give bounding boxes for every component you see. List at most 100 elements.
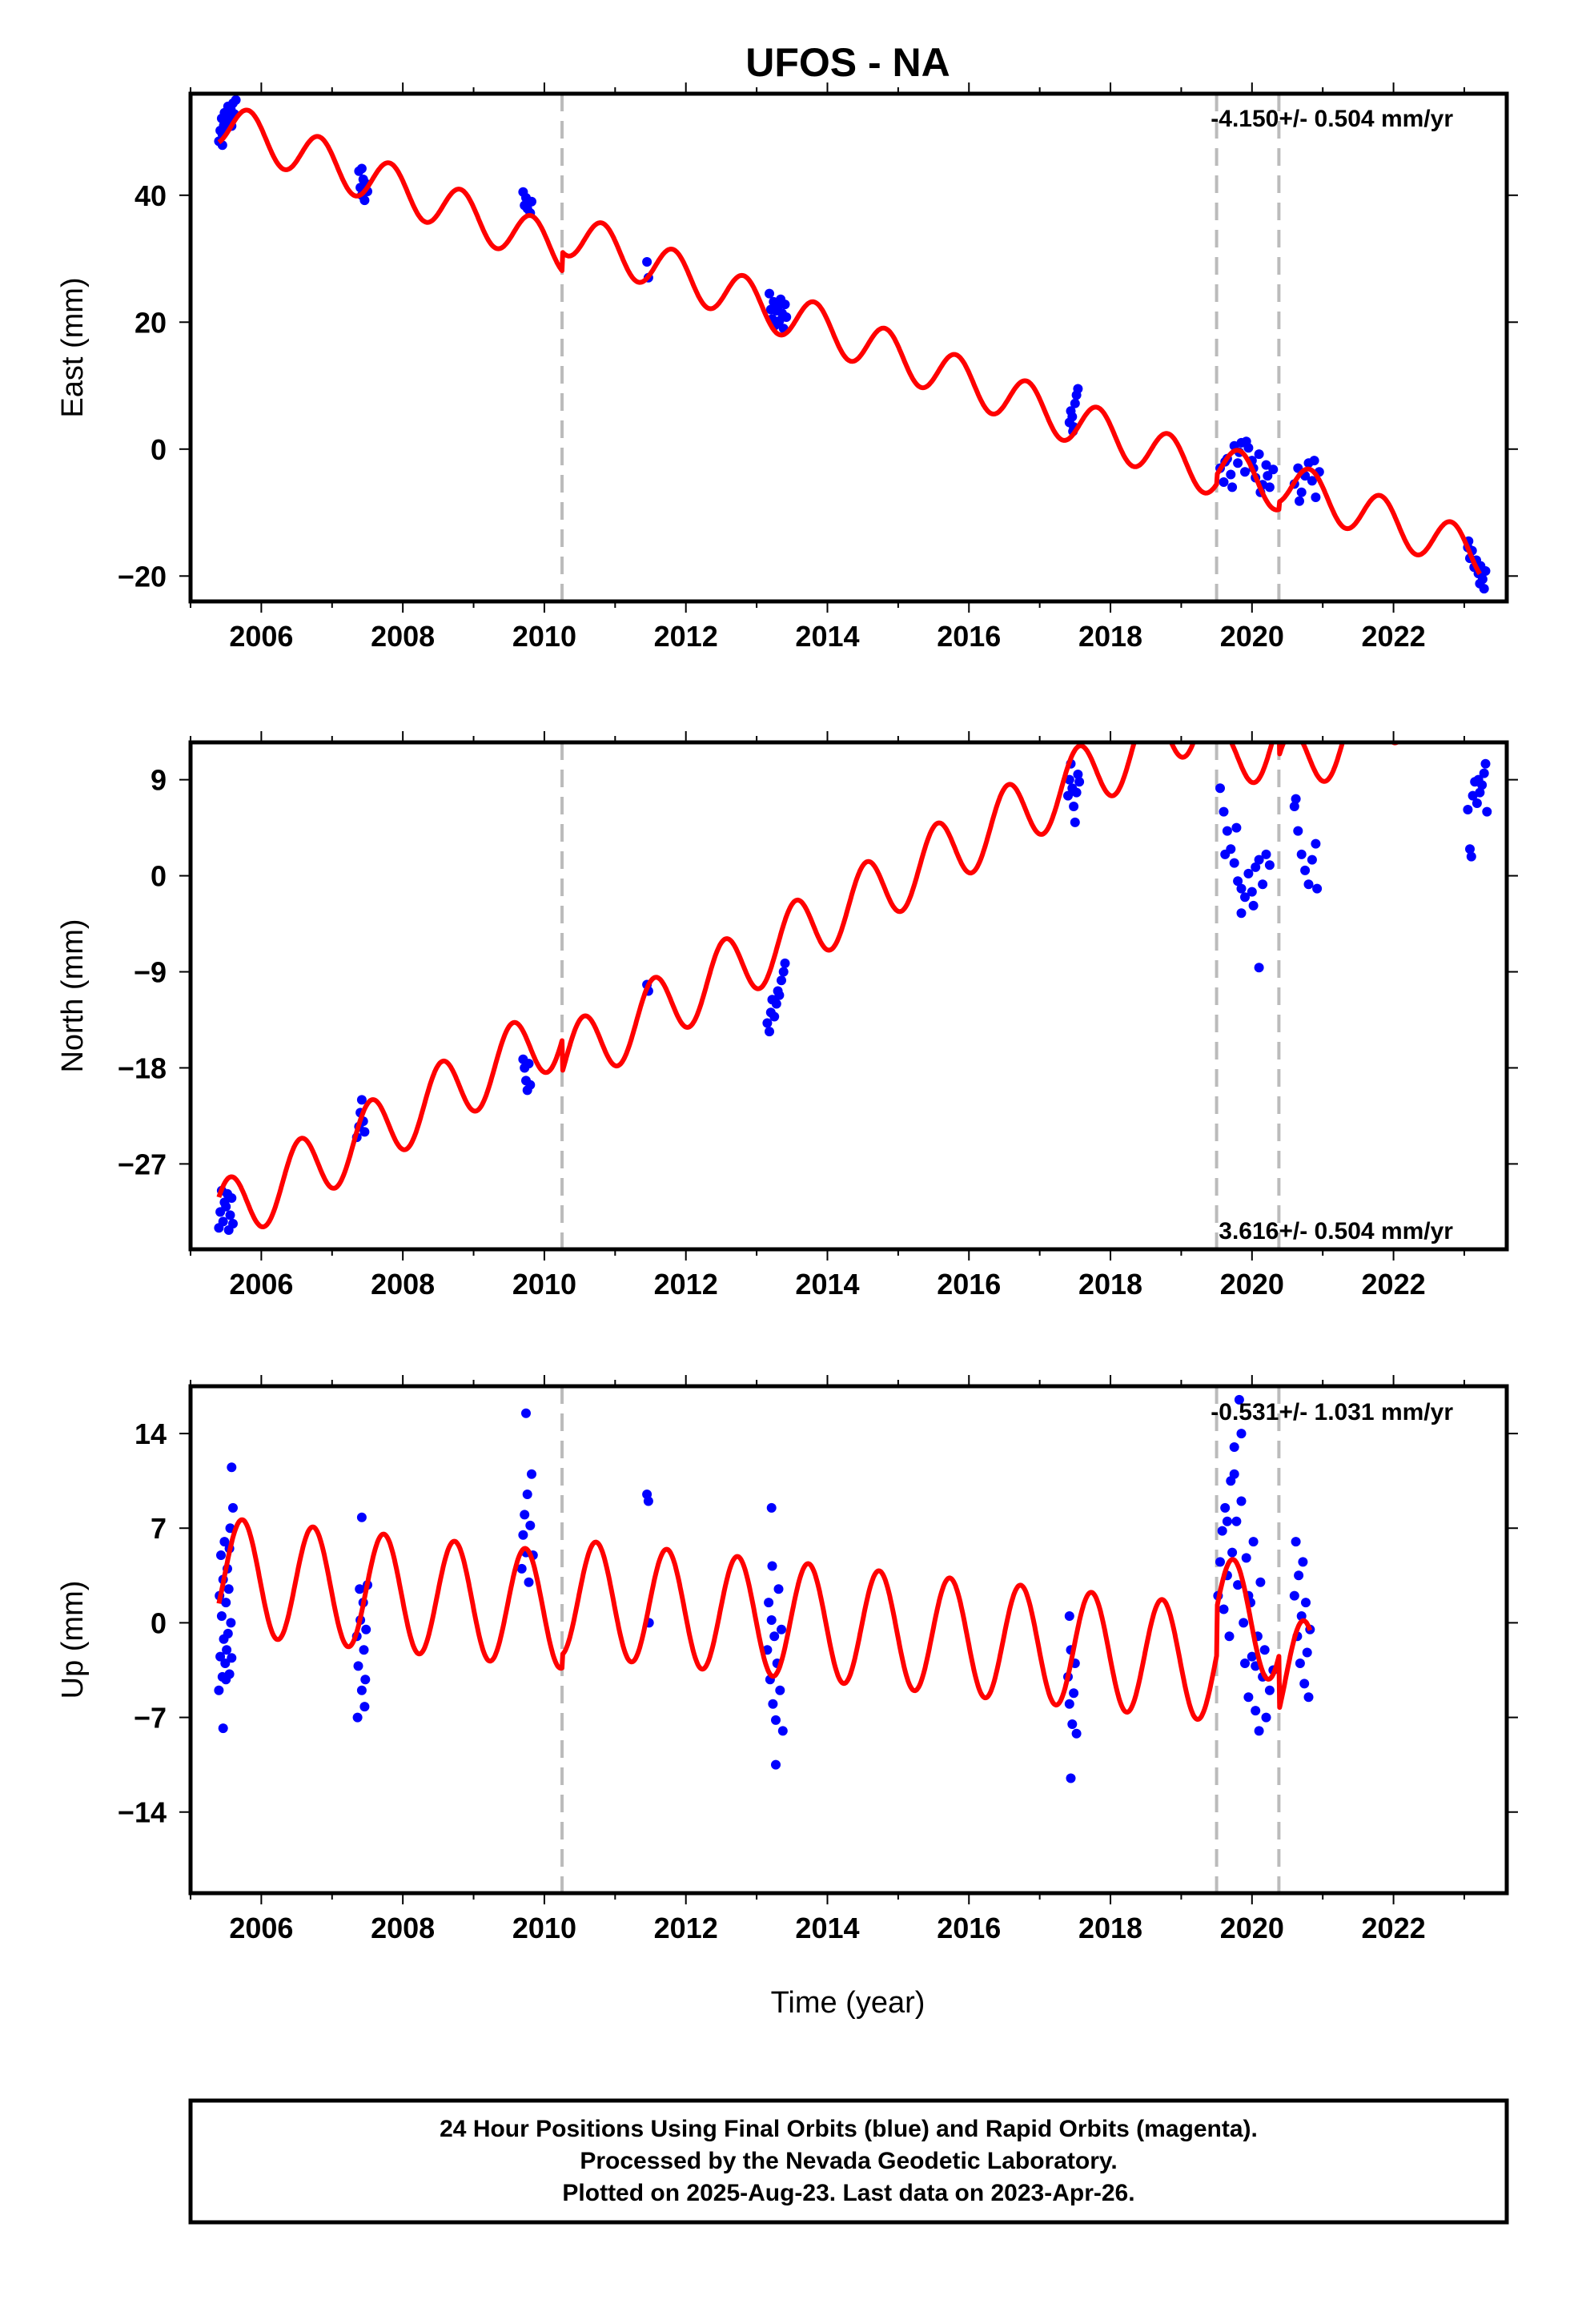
- data-point: [1295, 496, 1304, 506]
- data-point: [223, 1628, 233, 1638]
- data-point: [1255, 1577, 1266, 1587]
- data-point: [1296, 487, 1307, 497]
- x-tick-label: 2018: [1078, 620, 1142, 653]
- x-tick-label: 2012: [654, 1912, 718, 1944]
- data-point: [1307, 854, 1317, 865]
- data-point: [1067, 1719, 1078, 1729]
- data-point: [778, 967, 789, 977]
- data-point: [1248, 900, 1259, 911]
- data-point: [1240, 892, 1250, 903]
- x-tick-label: 2020: [1220, 1268, 1284, 1301]
- data-point: [1261, 849, 1271, 859]
- data-point: [642, 257, 652, 267]
- data-point: [216, 1611, 227, 1621]
- y-tick-label: 7: [151, 1512, 167, 1545]
- data-point: [1248, 1537, 1259, 1547]
- data-point: [226, 1618, 236, 1628]
- data-point: [1240, 1659, 1250, 1668]
- data-point: [1479, 768, 1489, 778]
- x-tick-label: 2018: [1078, 1268, 1142, 1301]
- data-point: [1299, 1679, 1310, 1689]
- data-point: [771, 1715, 781, 1725]
- data-point: [777, 975, 786, 986]
- data-point: [1251, 1706, 1261, 1716]
- data-point: [1073, 770, 1083, 779]
- data-point: [1241, 1553, 1251, 1563]
- y-tick-label: −27: [118, 1148, 167, 1180]
- data-point: [520, 1510, 530, 1520]
- data-point: [1259, 1645, 1270, 1655]
- data-point: [1475, 787, 1485, 798]
- data-point: [516, 1563, 527, 1574]
- data-point: [1215, 783, 1225, 794]
- data-point: [356, 1512, 367, 1522]
- data-point: [1222, 1516, 1232, 1526]
- data-point: [1251, 862, 1261, 872]
- data-point: [220, 1659, 231, 1668]
- x-tick-label: 2010: [512, 1912, 576, 1944]
- data-point: [227, 1193, 237, 1203]
- data-point: [1475, 578, 1485, 589]
- data-point: [1069, 802, 1079, 811]
- data-point: [221, 1201, 231, 1212]
- data-point: [221, 1598, 231, 1608]
- data-point: [1226, 469, 1236, 480]
- data-point: [1264, 860, 1275, 870]
- data-point: [1240, 467, 1250, 477]
- x-tick-label: 2010: [512, 1268, 576, 1301]
- data-point: [228, 1219, 238, 1228]
- data-point: [1296, 849, 1307, 859]
- data-point: [1254, 854, 1264, 865]
- data-point: [214, 1685, 224, 1695]
- x-tick-label: 2008: [371, 1912, 435, 1944]
- panel-east: 2006 2008 2010 2012 2014 2016 2018 2020 2022 40 20…: [56, 82, 1518, 653]
- data-point: [1294, 1570, 1304, 1581]
- data-point: [1233, 458, 1243, 468]
- footer-line-3: Plotted on 2025-Aug-23. Last data on 202…: [562, 2180, 1134, 2206]
- y-tick-label: −20: [118, 560, 167, 593]
- data-point: [1472, 798, 1482, 808]
- data-point: [1071, 1728, 1082, 1739]
- data-point: [1064, 1611, 1074, 1621]
- model-curve: [217, 107, 1482, 576]
- data-point: [525, 1080, 536, 1090]
- data-point: [1268, 464, 1279, 475]
- data-point: [353, 1661, 363, 1671]
- data-point: [1264, 482, 1275, 493]
- panel-frame: [188, 740, 1509, 1252]
- data-point: [1219, 806, 1229, 817]
- data-point: [1219, 1604, 1229, 1614]
- data-point: [1236, 1496, 1247, 1506]
- data-point: [1264, 1685, 1275, 1695]
- x-tick-label: 2006: [229, 1268, 293, 1301]
- data-point: [767, 1561, 777, 1571]
- data-points: [214, 1394, 1315, 1783]
- data-point: [227, 1462, 237, 1473]
- data-point: [225, 1210, 235, 1220]
- data-point: [771, 1759, 781, 1770]
- data-point: [777, 1726, 788, 1736]
- data-point: [1236, 908, 1247, 919]
- data-point: [1303, 1692, 1314, 1703]
- data-point: [1312, 883, 1323, 894]
- data-point: [1224, 1631, 1235, 1642]
- x-tick-label: 2022: [1362, 1268, 1426, 1301]
- y-tick-label: −9: [134, 956, 167, 989]
- data-point: [1229, 858, 1239, 868]
- rate-label: -0.531+/- 1.031 mm/yr: [1211, 1399, 1453, 1425]
- x-axis-label: Time (year): [771, 1986, 926, 2020]
- data-point: [781, 312, 792, 322]
- data-point: [218, 1216, 228, 1227]
- data-point: [1247, 887, 1257, 897]
- data-point: [216, 1550, 226, 1560]
- y-tick-label: 0: [151, 433, 167, 466]
- x-tick-label: 2014: [795, 1912, 859, 1944]
- data-point: [774, 990, 785, 1000]
- data-point: [524, 1577, 534, 1587]
- data-point: [525, 1520, 536, 1530]
- data-point: [1231, 1516, 1242, 1526]
- data-point: [223, 1584, 234, 1594]
- data-point: [1263, 471, 1273, 481]
- data-point: [215, 1651, 226, 1662]
